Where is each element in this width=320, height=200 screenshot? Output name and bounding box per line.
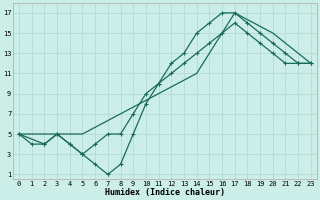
X-axis label: Humidex (Indice chaleur): Humidex (Indice chaleur) (105, 188, 225, 197)
